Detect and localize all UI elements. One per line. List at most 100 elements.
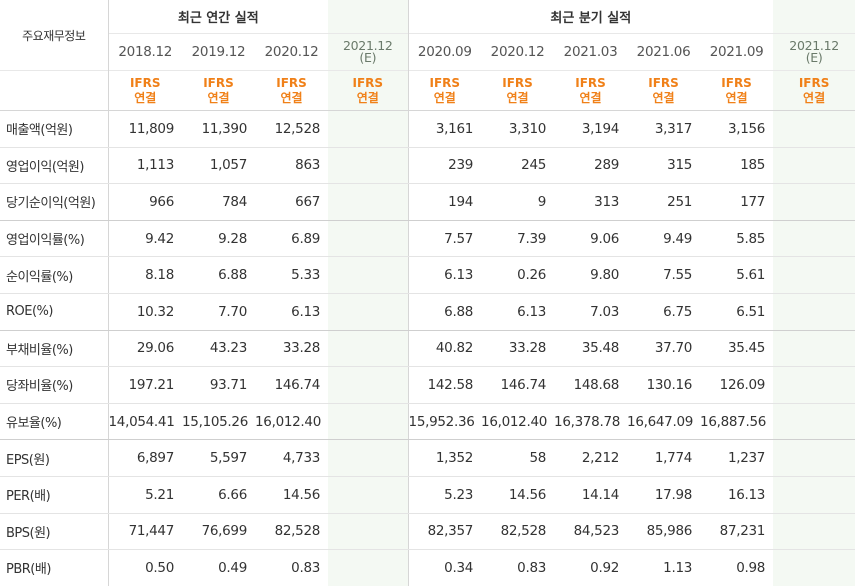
value-cell: 15,105.26 <box>182 403 255 441</box>
value-cell: 43.23 <box>182 330 255 368</box>
value-cell <box>773 220 855 258</box>
ifrs-row: IFRS 연결 IFRS 연결 IFRS 연결 IFRS 연결 IFRS 연결 IFRS 연결 IFRS… <box>0 70 855 111</box>
value-cell: 7.39 <box>481 220 555 258</box>
value-cell: 16.13 <box>700 476 774 514</box>
value-cell: 40.82 <box>408 330 482 368</box>
value-cell: 16,378.78 <box>554 403 628 441</box>
value-cell <box>773 366 855 404</box>
value-cell: 0.34 <box>444 559 474 576</box>
value-cell: 3,156 <box>700 110 774 148</box>
value-cell <box>328 439 409 477</box>
value-cell: 5.61 <box>700 256 774 294</box>
row-label: PER(배) <box>0 476 109 514</box>
value-cell: 3,161 <box>408 110 482 148</box>
value-cell: 14.56 <box>481 476 555 514</box>
value-cell: 6.75 <box>627 293 701 331</box>
value-cell: 10.32 <box>108 293 182 331</box>
value-cell <box>773 293 855 331</box>
value-cell: 15,952.36 <box>408 403 482 441</box>
table-row: 당기순이익(억원) 966 784 667 194 9 313 251 177 <box>0 183 855 221</box>
value-cell: 6.13 <box>481 293 555 331</box>
row-label: 당좌비율(%) <box>0 366 109 404</box>
period-quarter-4: 2021.09 <box>700 33 774 71</box>
value-cell: 82,528 <box>481 513 555 551</box>
value-cell: 17.98 <box>627 476 701 514</box>
ifrs-label: IFRS 연결 <box>108 70 182 111</box>
value-cell: 9.49 <box>627 220 701 258</box>
value-cell: 146.74 <box>481 366 555 404</box>
table-row: 당좌비율(%) 197.21 93.71 146.74 142.58 146.74 148.… <box>0 366 855 404</box>
value-cell: 1,237 <box>700 439 774 477</box>
value-cell: 76,699 <box>182 513 255 551</box>
value-cell: 37.70 <box>627 330 701 368</box>
value-cell: 7.70 <box>182 293 255 331</box>
value-cell: 0.50 <box>145 559 174 576</box>
value-cell: 0.92 <box>590 559 620 576</box>
value-cell: 1,352 <box>408 439 482 477</box>
table-row: 순이익률(%) 8.18 6.88 5.33 6.13 0.26 9.80 7.55 5.61 <box>0 256 855 294</box>
row-label: BPS(원) <box>0 513 109 551</box>
value-cell: 6.66 <box>182 476 255 514</box>
value-cell: 33.28 <box>481 330 555 368</box>
value-cell: 4,733 <box>255 439 329 477</box>
table-row: PER(배) 5.21 6.66 14.56 5.23 14.56 14.14 17.98 16… <box>0 476 855 514</box>
period-quarter-0: 2020.09 <box>408 33 482 71</box>
value-cell: 82,357 <box>408 513 482 551</box>
row-label: 매출액(억원) <box>0 110 109 148</box>
value-cell: 11,390 <box>182 110 255 148</box>
row-label: PBR(배) <box>0 549 109 586</box>
ifrs-label: IFRS 연결 <box>627 70 701 111</box>
value-cell: 251 <box>627 183 701 221</box>
ifrs-label: IFRS 연결 <box>408 70 482 111</box>
value-cell: 239 <box>408 147 482 185</box>
value-cell <box>328 513 409 551</box>
value-cell: 148.68 <box>554 366 628 404</box>
row-label: 영업이익률(%) <box>0 220 109 258</box>
period-annual-3: 2021.12 (E) <box>328 33 409 71</box>
value-cell: 3,310 <box>481 110 555 148</box>
value-cell: 16,012.40 <box>255 403 329 441</box>
value-cell: 146.74 <box>255 366 329 404</box>
period-quarter-1: 2020.12 <box>481 33 555 71</box>
ifrs-label: IFRS 연결 <box>182 70 255 111</box>
value-cell: 2,212 <box>554 439 628 477</box>
value-cell: 84,523 <box>554 513 628 551</box>
period-annual-0: 2018.12 <box>108 33 182 71</box>
value-cell: 6.88 <box>182 256 255 294</box>
table-row: 영업이익률(%) 9.42 9.28 6.89 7.57 7.39 9.06 9.49 5.85 <box>0 220 855 258</box>
row-label: 부채비율(%) <box>0 330 109 368</box>
value-cell <box>328 403 409 441</box>
value-cell: 3,317 <box>627 110 701 148</box>
value-cell: 6.88 <box>408 293 482 331</box>
row-label: ROE(%) <box>0 293 109 331</box>
table-row: BPS(원) 71,447 76,699 82,528 82,357 82,528 84,5… <box>0 513 855 551</box>
value-cell: 11,809 <box>108 110 182 148</box>
table-row: 부채비율(%) 29.06 43.23 33.28 40.82 33.28 35.48 37.… <box>0 330 855 368</box>
value-cell: 7.57 <box>408 220 482 258</box>
period-header-row: 2018.12 2019.12 2020.12 2021.12 (E) 2020.09 20… <box>0 33 855 71</box>
value-cell: 1,113 <box>108 147 182 185</box>
value-cell <box>328 366 409 404</box>
value-cell: 126.09 <box>700 366 774 404</box>
value-cell: 12,528 <box>255 110 329 148</box>
value-cell: 5.33 <box>255 256 329 294</box>
row-label: 유보율(%) <box>0 403 109 441</box>
value-cell: 14.56 <box>255 476 329 514</box>
value-cell: 8.18 <box>108 256 182 294</box>
value-cell: 185 <box>700 147 774 185</box>
value-cell <box>328 293 409 331</box>
value-cell: 863 <box>255 147 329 185</box>
value-cell <box>773 403 855 441</box>
value-cell <box>773 256 855 294</box>
value-cell <box>328 256 409 294</box>
value-cell: 14,054.41 <box>108 403 182 441</box>
annual-group-title: 최근 연간 실적 <box>177 11 259 26</box>
row-label: 당기순이익(억원) <box>0 183 109 221</box>
table-row: ROE(%) 10.32 7.70 6.13 6.88 6.13 7.03 6.75 6.51 <box>0 293 855 331</box>
value-cell <box>773 476 855 514</box>
value-cell: 6.13 <box>408 256 482 294</box>
value-cell: 177 <box>700 183 774 221</box>
value-cell: 3,194 <box>554 110 628 148</box>
value-cell: 9.80 <box>554 256 628 294</box>
value-cell <box>773 183 855 221</box>
